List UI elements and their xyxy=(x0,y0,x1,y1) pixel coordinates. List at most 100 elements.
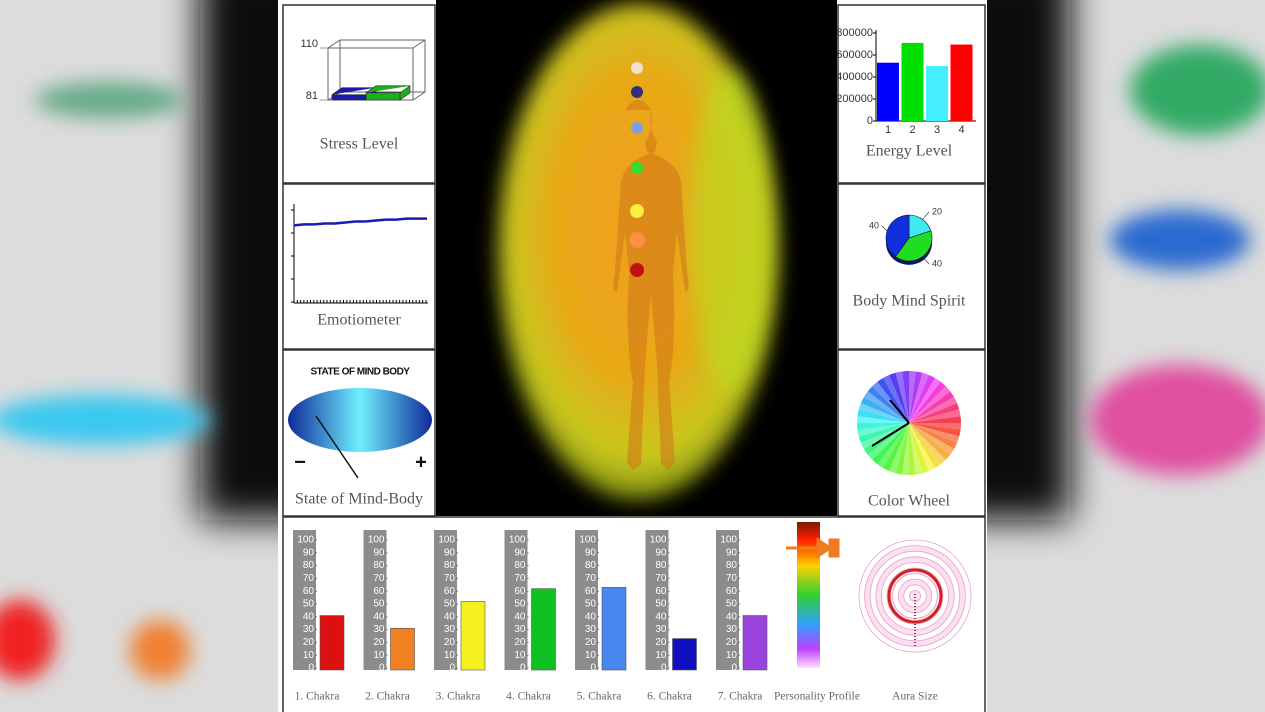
caption: Energy Level xyxy=(866,143,953,160)
y-tick-label: 50 xyxy=(726,599,738,610)
bar xyxy=(601,587,627,671)
bar xyxy=(460,601,486,671)
box-frame xyxy=(327,39,426,101)
blob xyxy=(35,82,185,118)
y-tick-label: 81 xyxy=(306,90,318,102)
y-tick-label: 40 xyxy=(444,611,456,622)
bar xyxy=(365,85,411,101)
wheel-wedge xyxy=(857,416,909,423)
wheel-wedge xyxy=(877,377,909,423)
leader xyxy=(922,211,930,220)
data-label: 40 xyxy=(869,220,879,230)
y-tick-label: 40 xyxy=(373,611,385,622)
y-tick-label: 20 xyxy=(726,637,738,648)
y-tick-label: 100 xyxy=(368,535,385,546)
bar xyxy=(390,628,415,671)
blob xyxy=(0,600,55,680)
wheel-wedge xyxy=(902,371,909,423)
scale-column xyxy=(716,530,739,670)
y-tick-label: 80 xyxy=(444,560,456,571)
chakra-label: 2. Chakra xyxy=(365,691,410,703)
y-tick-label: 40 xyxy=(585,611,597,622)
y-tick-label: 10 xyxy=(444,650,456,661)
bar xyxy=(319,615,345,671)
chakra-label: 7. Chakra xyxy=(718,691,763,703)
y-tick-label: 100 xyxy=(579,535,596,546)
y-tick-label: 60 xyxy=(514,586,526,597)
wheel-wedge xyxy=(909,423,923,475)
y-tick-label: 20 xyxy=(303,637,315,648)
wheel-wedge xyxy=(909,423,941,469)
y-tick-label: 0 xyxy=(590,663,596,674)
y-tick-label: 70 xyxy=(585,573,597,584)
chakra-label: 5. Chakra xyxy=(577,691,622,703)
wheel-wedge xyxy=(895,371,909,423)
y-tick-label: 50 xyxy=(514,599,526,610)
y-tick-label: 60 xyxy=(655,586,667,597)
chakra-dot xyxy=(631,62,643,74)
blob xyxy=(1090,365,1265,475)
y-tick-label: 20 xyxy=(444,637,456,648)
y-tick-label: 600000 xyxy=(836,49,873,61)
color-wheel xyxy=(857,371,961,475)
y-tick-label: 30 xyxy=(514,624,526,635)
scale-column xyxy=(293,530,316,670)
y-tick-label: 90 xyxy=(655,547,667,558)
y-tick-label: 30 xyxy=(303,624,315,635)
wheel-wedge xyxy=(902,423,909,475)
y-tick-label: 70 xyxy=(655,573,667,584)
data-label: 20 xyxy=(932,206,942,216)
wheel-needle xyxy=(871,422,910,447)
y-tick-label: 110 xyxy=(300,38,318,50)
bar xyxy=(742,615,768,671)
y-tick-label: 30 xyxy=(726,624,738,635)
wheel-wedge xyxy=(909,372,929,423)
chakra-label: 1. Chakra xyxy=(295,691,340,703)
scale-column xyxy=(363,530,387,670)
wheel-wedge xyxy=(909,371,916,423)
y-tick-label: 0 xyxy=(867,115,873,127)
chakra-dot xyxy=(630,204,644,218)
y-tick-label: 70 xyxy=(726,573,738,584)
y-tick-label: 10 xyxy=(585,650,597,661)
wheel-wedge xyxy=(883,423,909,472)
y-tick-label: 70 xyxy=(373,573,385,584)
blob xyxy=(0,395,210,445)
y-tick-label: 20 xyxy=(585,637,597,648)
y-tick-label: 70 xyxy=(514,573,526,584)
bar xyxy=(672,638,697,671)
mind-ellipse xyxy=(288,388,432,452)
wheel-wedge xyxy=(909,416,961,423)
y-tick-label: 0 xyxy=(731,663,737,674)
y-tick-label: 100 xyxy=(438,535,455,546)
y-tick-label: 80 xyxy=(726,560,738,571)
y-tick-label: 50 xyxy=(373,599,385,610)
wheel-wedge xyxy=(909,403,960,423)
leader xyxy=(881,225,888,232)
wheel-wedge xyxy=(909,423,951,460)
y-tick-label: 10 xyxy=(514,650,526,661)
x-tick-label: 3 xyxy=(934,124,940,136)
emotion-line xyxy=(293,217,427,227)
wheel-wedge xyxy=(909,423,960,443)
y-tick-label: 800000 xyxy=(836,27,873,39)
wheel-wedge xyxy=(895,423,909,475)
wheel-wedge xyxy=(857,409,909,423)
wheel-wedge xyxy=(858,423,909,443)
scale-column xyxy=(645,530,669,670)
heading: STATE OF MIND BODY xyxy=(311,367,411,378)
y-tick-label: 100 xyxy=(509,535,526,546)
profile-arrow xyxy=(786,537,840,559)
y-tick-label: 80 xyxy=(655,560,667,571)
y-tick-label: 90 xyxy=(726,547,738,558)
scale-column xyxy=(504,530,528,670)
caption: Aura Size xyxy=(892,691,938,703)
wheel-wedge xyxy=(867,423,909,460)
chakra-label: 3. Chakra xyxy=(436,691,481,703)
y-tick-label: 80 xyxy=(514,560,526,571)
bar xyxy=(901,42,924,121)
wheel-wedge xyxy=(909,397,958,423)
caption: Color Wheel xyxy=(868,493,950,510)
y-tick-label: 60 xyxy=(726,586,738,597)
